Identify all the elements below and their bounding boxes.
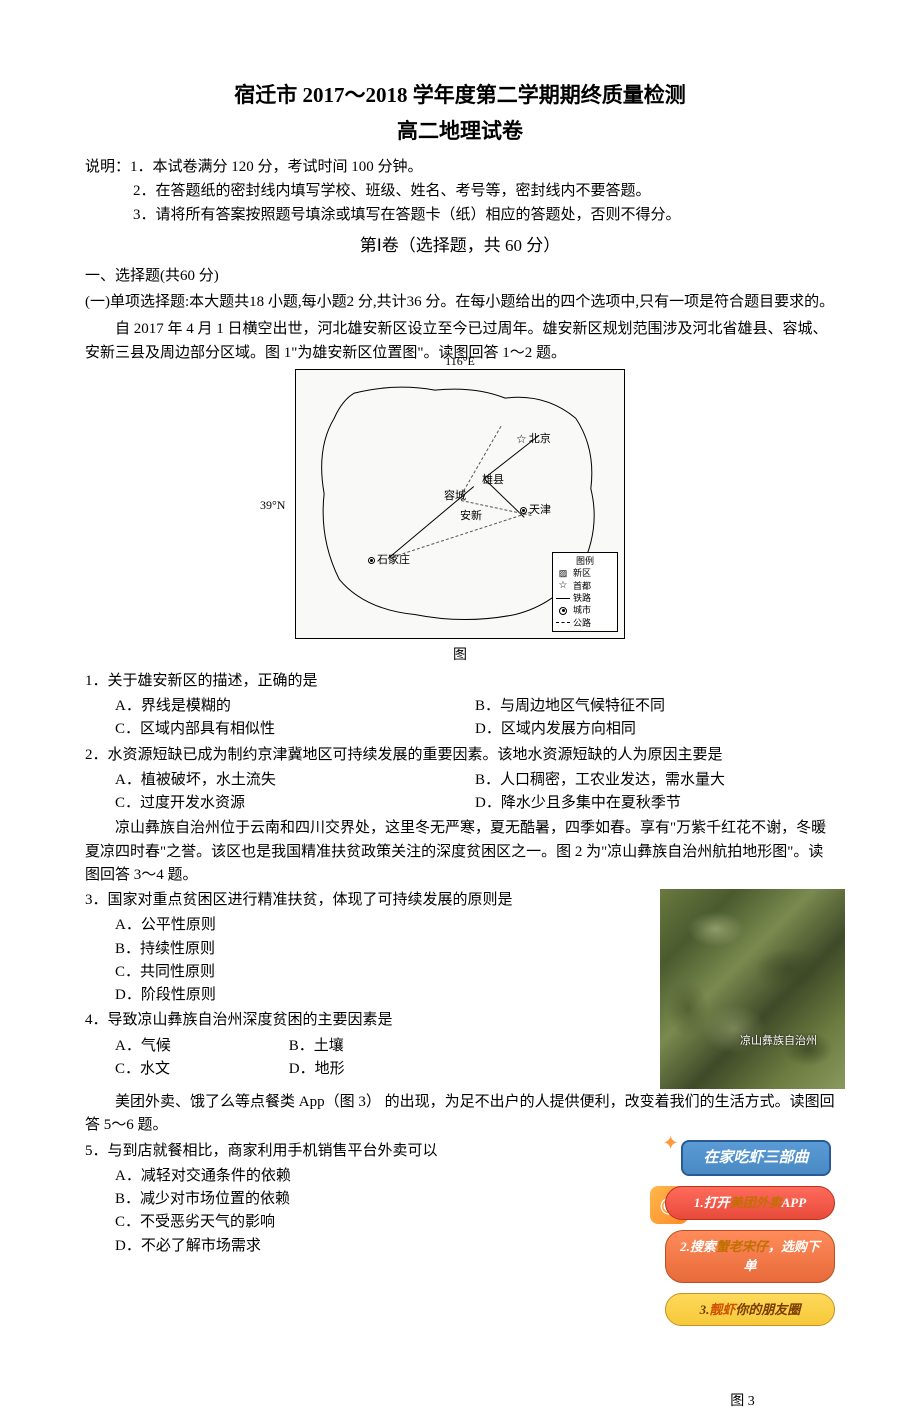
q5-opt-c: C．不受恶劣天气的影响 bbox=[115, 1211, 625, 1234]
q1-opt-a: A．界线是模糊的 bbox=[115, 695, 475, 718]
q4-opt-c: C．水文 bbox=[115, 1058, 285, 1081]
legend-city-icon bbox=[556, 607, 570, 615]
q2-stem: 2．水资源短缺已成为制约京津冀地区可持续发展的重要因素。该地水资源短缺的人为原因… bbox=[85, 744, 835, 767]
q4-opt-b: B．土壤 bbox=[289, 1035, 459, 1058]
title-sub: 高二地理试卷 bbox=[85, 116, 835, 148]
app-title: 在家吃虾三部曲 bbox=[681, 1140, 831, 1177]
q1-options: A．界线是模糊的 B．与周边地区气候特征不同 C．区域内部具有相似性 D．区域内… bbox=[85, 695, 835, 742]
passage-2: 凉山彝族自治州位于云南和四川交界处，这里冬无严寒，夏无酷暑，四季如春。享有"万紫… bbox=[85, 817, 835, 887]
map-city-anxin: 安新 bbox=[460, 508, 482, 525]
q4-opt-a: A．气候 bbox=[115, 1035, 285, 1058]
q3-opt-a: A．公平性原则 bbox=[115, 914, 645, 937]
q2-opt-b: B．人口稠密，工农业发达，需水量大 bbox=[475, 769, 835, 792]
q1-opt-c: C．区域内部具有相似性 bbox=[115, 718, 475, 741]
q2-opt-a: A．植被破坏，水土流失 bbox=[115, 769, 475, 792]
block-q5: 5．与到店就餐相比，商家利用手机销售平台外卖可以 A．减轻对交通条件的依赖 B．… bbox=[85, 1140, 835, 1370]
q2-opt-c: C．过度开发水资源 bbox=[115, 792, 475, 815]
q5-stem: 5．与到店就餐相比，商家利用手机销售平台外卖可以 bbox=[85, 1140, 625, 1163]
star-icon: ☆ bbox=[516, 430, 527, 448]
map-longitude-label: 116°E bbox=[445, 352, 475, 370]
q5-opt-d: D．不必了解市场需求 bbox=[115, 1235, 625, 1258]
map-city-beijing: ☆北京 bbox=[516, 430, 551, 448]
map-box: 116°E 39°N ☆北京 天津 石家庄 容城 雄县 安新 图例 ▨新区 ☆首… bbox=[295, 369, 625, 639]
q5-options: A．减轻对交通条件的依赖 B．减少对市场位置的依赖 C．不受恶劣天气的影响 D．… bbox=[85, 1165, 625, 1258]
figure-2-satellite: 凉山彝族自治州 bbox=[660, 889, 845, 1089]
subheading-1: (一)单项选择题:本大题共18 小题,每小题2 分,共计36 分。在每小题给出的… bbox=[85, 291, 835, 314]
q3-opt-d: D．阶段性原则 bbox=[115, 984, 645, 1007]
figure-3-caption: 图 3 bbox=[645, 1391, 840, 1412]
legend-road-icon bbox=[556, 622, 570, 623]
instr-line3: 3．请将所有答案按照题号填涂或填写在答题卡（纸）相应的答题处，否则不得分。 bbox=[85, 203, 835, 227]
legend-rail-icon bbox=[556, 598, 570, 599]
q2-options: A．植被破坏，水土流失 B．人口稠密，工农业发达，需水量大 C．过度开发水资源 … bbox=[85, 769, 835, 816]
legend-xinqu-icon: ▨ bbox=[556, 567, 570, 579]
figure-1: 116°E 39°N ☆北京 天津 石家庄 容城 雄县 安新 图例 ▨新区 ☆首… bbox=[85, 369, 835, 666]
q1-stem: 1．关于雄安新区的描述，正确的是 bbox=[85, 670, 835, 693]
q2-opt-d: D．降水少且多集中在夏秋季节 bbox=[475, 792, 835, 815]
q3-opt-c: C．共同性原则 bbox=[115, 961, 645, 984]
map-latitude-label: 39°N bbox=[260, 496, 285, 514]
legend-star-icon: ☆ bbox=[556, 579, 570, 593]
app-step-2: 2.搜索蟹老宋仔，选购下单 bbox=[665, 1230, 835, 1283]
q3-opt-b: B．持续性原则 bbox=[115, 938, 645, 961]
block-q3-q4: 3．国家对重点贫困区进行精准扶贫，体现了可持续发展的原则是 A．公平性原则 B．… bbox=[85, 889, 835, 1089]
q4-options: A．气候 B．土壤 C．水文 D．地形 bbox=[85, 1035, 645, 1082]
map-legend: 图例 ▨新区 ☆首都 铁路 城市 公路 bbox=[552, 552, 618, 632]
app-step-1: 1.打开美团外卖APP bbox=[665, 1186, 835, 1220]
map-city-tianjin: 天津 bbox=[520, 502, 551, 519]
instr-line2: 2．在答题纸的密封线内填写学校、班级、姓名、考号等，密封线内不要答题。 bbox=[85, 179, 835, 203]
title-main: 宿迁市 2017～2018 学年度第二学期期终质量检测 bbox=[85, 80, 835, 112]
q5-opt-b: B．减少对市场位置的依赖 bbox=[115, 1188, 625, 1211]
figure-1-caption: 图 bbox=[85, 645, 835, 666]
q5-opt-a: A．减轻对交通条件的依赖 bbox=[115, 1165, 625, 1188]
instructions: 说明：1．本试卷满分 120 分，考试时间 100 分钟。 2．在答题纸的密封线… bbox=[85, 155, 835, 227]
app-step-3: 3.靓虾你的朋友圈 bbox=[665, 1293, 835, 1327]
figure-3-app: ✦ 在家吃虾三部曲 ◉ ➸ 1.打开美团外卖APP ➸ 2.搜索蟹老宋仔，选购下… bbox=[645, 1140, 840, 1390]
section-header: 第Ⅰ卷（选择题，共 60 分） bbox=[85, 233, 835, 259]
figure-2-label: 凉山彝族自治州 bbox=[740, 1033, 817, 1050]
city-dot-icon bbox=[368, 557, 375, 564]
map-city-xiongxian: 雄县 bbox=[482, 472, 504, 489]
q4-opt-d: D．地形 bbox=[289, 1058, 459, 1081]
q1-opt-d: D．区域内发展方向相同 bbox=[475, 718, 835, 741]
q1-opt-b: B．与周边地区气候特征不同 bbox=[475, 695, 835, 718]
q4-stem: 4．导致凉山彝族自治州深度贫困的主要因素是 bbox=[85, 1009, 645, 1032]
legend-title: 图例 bbox=[556, 555, 614, 567]
instr-line1: 1．本试卷满分 120 分，考试时间 100 分钟。 bbox=[130, 159, 423, 175]
passage-3: 美团外卖、饿了么等点餐类 App（图 3） 的出现，为足不出户的人提供便利，改变… bbox=[85, 1091, 835, 1138]
heading-1: 一、选择题(共60 分) bbox=[85, 265, 835, 288]
map-city-rongcheng: 容城 bbox=[444, 488, 466, 505]
instr-prefix: 说明： bbox=[85, 159, 130, 175]
spark-icon: ✦ bbox=[657, 1134, 679, 1156]
city-dot-icon bbox=[520, 507, 527, 514]
map-city-shijiazhuang: 石家庄 bbox=[368, 552, 410, 569]
q3-stem: 3．国家对重点贫困区进行精准扶贫，体现了可持续发展的原则是 bbox=[85, 889, 645, 912]
q3-options: A．公平性原则 B．持续性原则 C．共同性原则 D．阶段性原则 bbox=[85, 914, 645, 1007]
